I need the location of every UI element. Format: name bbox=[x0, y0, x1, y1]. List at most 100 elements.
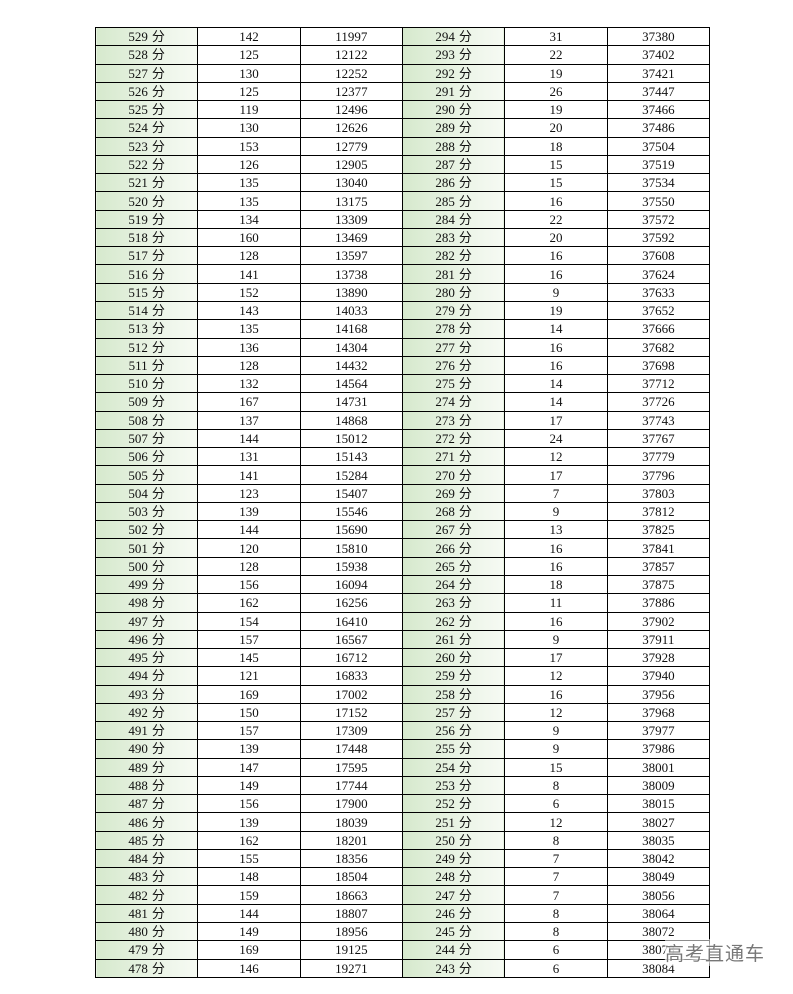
score-value: 274 bbox=[435, 394, 455, 410]
cumulative-cell: 37986 bbox=[606, 739, 711, 759]
table-row: 499 分 156 16094 264 分 18 37875 bbox=[94, 574, 711, 595]
score-value: 503 bbox=[128, 504, 148, 520]
count-cell: 18 bbox=[504, 574, 608, 595]
count-cell: 16 bbox=[504, 611, 608, 631]
score-unit: 分 bbox=[151, 595, 165, 611]
score-unit: 分 bbox=[151, 266, 165, 282]
score-cell: 517 分 bbox=[94, 246, 199, 266]
score-value: 523 bbox=[128, 138, 148, 154]
cumulative-cell: 37911 bbox=[606, 629, 711, 650]
score-cell: 489 分 bbox=[94, 757, 199, 777]
cumulative-cell: 17595 bbox=[299, 757, 403, 777]
score-unit: 分 bbox=[151, 376, 165, 392]
count-cell: 19 bbox=[504, 100, 608, 120]
score-unit: 分 bbox=[151, 924, 165, 940]
score-unit: 分 bbox=[458, 357, 472, 373]
table-row: 492 分 150 17152 257 分 12 37968 bbox=[94, 702, 711, 723]
count-cell: 19 bbox=[504, 300, 608, 321]
score-value: 502 bbox=[128, 522, 148, 538]
score-unit: 分 bbox=[458, 887, 472, 903]
count-cell: 9 bbox=[504, 721, 608, 741]
score-unit: 分 bbox=[151, 65, 165, 81]
score-value: 266 bbox=[435, 540, 455, 556]
score-cell: 520 分 bbox=[94, 191, 199, 211]
table-row: 478 分 146 19271 243 分 6 38084 bbox=[94, 958, 711, 978]
cumulative-cell: 37486 bbox=[606, 118, 711, 138]
score-value: 515 bbox=[128, 284, 148, 300]
score-cell: 288 分 bbox=[401, 136, 506, 156]
score-unit: 分 bbox=[458, 65, 472, 81]
score-unit: 分 bbox=[458, 266, 472, 282]
score-value: 505 bbox=[128, 467, 148, 483]
score-value: 265 bbox=[435, 558, 455, 574]
cumulative-cell: 13469 bbox=[299, 227, 403, 248]
score-cell: 270 分 bbox=[401, 465, 506, 485]
score-unit: 分 bbox=[151, 248, 165, 264]
table-row: 489 分 147 17595 254 分 15 38001 bbox=[94, 757, 711, 777]
score-value: 514 bbox=[128, 303, 148, 319]
score-unit: 分 bbox=[458, 796, 472, 812]
score-cell: 509 分 bbox=[94, 392, 199, 412]
cumulative-cell: 37608 bbox=[606, 246, 711, 266]
score-value: 494 bbox=[128, 668, 148, 684]
table-row: 508 分 137 14868 273 分 17 37743 bbox=[94, 410, 711, 430]
cumulative-cell: 12252 bbox=[299, 63, 403, 83]
score-value: 508 bbox=[128, 412, 148, 428]
score-unit: 分 bbox=[151, 540, 165, 556]
cumulative-cell: 13597 bbox=[299, 246, 403, 266]
score-value: 519 bbox=[128, 211, 148, 227]
cumulative-cell: 12779 bbox=[299, 136, 403, 156]
score-unit: 分 bbox=[458, 303, 472, 319]
count-cell: 144 bbox=[197, 520, 301, 540]
score-unit: 分 bbox=[458, 467, 472, 483]
score-unit: 分 bbox=[458, 814, 472, 830]
score-cell: 499 分 bbox=[94, 574, 199, 595]
score-value: 282 bbox=[435, 248, 455, 264]
cumulative-cell: 37466 bbox=[606, 100, 711, 120]
score-value: 524 bbox=[128, 120, 148, 136]
table-row: 504 分 123 15407 269 分 7 37803 bbox=[94, 483, 711, 503]
cumulative-cell: 37592 bbox=[606, 227, 711, 248]
table-row: 529 分 142 11997 294 分 31 37380 bbox=[94, 26, 711, 47]
score-cell: 503 分 bbox=[94, 501, 199, 522]
score-value: 527 bbox=[128, 65, 148, 81]
score-value: 495 bbox=[128, 650, 148, 666]
cumulative-cell: 13175 bbox=[299, 191, 403, 211]
cumulative-cell: 37380 bbox=[606, 26, 711, 47]
count-cell: 149 bbox=[197, 775, 301, 796]
score-cell: 515 分 bbox=[94, 282, 199, 302]
score-cell: 518 分 bbox=[94, 227, 199, 248]
score-cell: 266 分 bbox=[401, 538, 506, 558]
score-value: 294 bbox=[435, 29, 455, 45]
score-unit: 分 bbox=[458, 83, 472, 99]
score-value: 485 bbox=[128, 832, 148, 848]
score-unit: 分 bbox=[151, 138, 165, 154]
score-cell: 249 分 bbox=[401, 848, 506, 869]
table-row: 510 分 132 14564 275 分 14 37712 bbox=[94, 374, 711, 394]
cumulative-cell: 37928 bbox=[606, 648, 711, 668]
score-cell: 502 分 bbox=[94, 520, 199, 540]
count-cell: 9 bbox=[504, 282, 608, 302]
count-cell: 169 bbox=[197, 684, 301, 704]
score-unit: 分 bbox=[151, 230, 165, 246]
table-row: 519 分 134 13309 284 分 22 37572 bbox=[94, 209, 711, 229]
score-cell: 243 分 bbox=[401, 958, 506, 978]
count-cell: 18 bbox=[504, 136, 608, 156]
score-cell: 273 分 bbox=[401, 410, 506, 430]
score-unit: 分 bbox=[458, 29, 472, 45]
score-value: 258 bbox=[435, 686, 455, 702]
score-unit: 分 bbox=[458, 321, 472, 337]
score-cell: 257 分 bbox=[401, 702, 506, 723]
score-value: 488 bbox=[128, 778, 148, 794]
table-row: 483 分 148 18504 248 分 7 38049 bbox=[94, 867, 711, 887]
count-cell: 126 bbox=[197, 154, 301, 175]
score-value: 290 bbox=[435, 102, 455, 118]
cumulative-cell: 37841 bbox=[606, 538, 711, 558]
cumulative-cell: 38027 bbox=[606, 812, 711, 832]
score-unit: 分 bbox=[458, 193, 472, 209]
cumulative-cell: 37666 bbox=[606, 319, 711, 339]
cumulative-cell: 14731 bbox=[299, 392, 403, 412]
score-cell: 265 分 bbox=[401, 556, 506, 576]
cumulative-cell: 11997 bbox=[299, 26, 403, 47]
cumulative-cell: 14304 bbox=[299, 337, 403, 357]
